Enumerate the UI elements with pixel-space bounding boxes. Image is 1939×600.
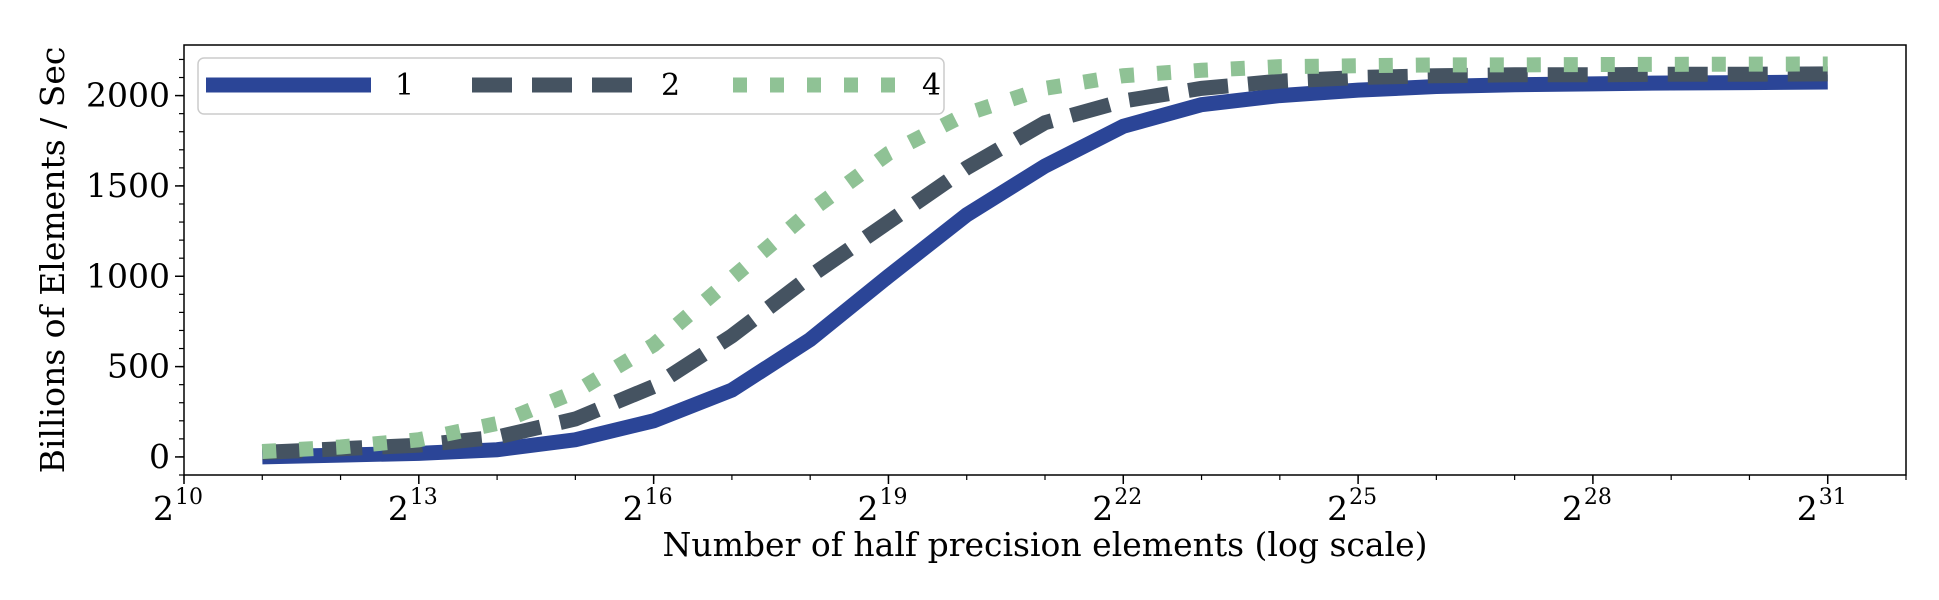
x-tick-base: 2 bbox=[1092, 489, 1113, 528]
y-tick-label: 500 bbox=[107, 347, 170, 386]
x-tick-label: 228 bbox=[1562, 485, 1612, 528]
x-tick-labels: 210 213 216 219 222 225 228 231 bbox=[153, 485, 1847, 528]
series-line-1 bbox=[262, 74, 1828, 465]
x-tick-label: 216 bbox=[623, 485, 673, 528]
x-tick-base: 2 bbox=[1562, 489, 1583, 528]
x-tick-base: 2 bbox=[153, 489, 174, 528]
x-major-ticks bbox=[183, 475, 1829, 484]
series-layer bbox=[261, 56, 1828, 465]
y-tick-label: 1000 bbox=[86, 256, 170, 295]
x-tick-exponent: 28 bbox=[1584, 485, 1612, 510]
y-tick-label: 1500 bbox=[86, 166, 170, 205]
y-axis-label: Billions of Elements / Sec bbox=[33, 47, 72, 474]
x-tick-base: 2 bbox=[857, 489, 878, 528]
x-tick-base: 2 bbox=[388, 489, 409, 528]
legend: 1 2 4 bbox=[197, 57, 945, 115]
x-tick-exponent: 13 bbox=[410, 485, 438, 510]
x-tick-label: 222 bbox=[1092, 485, 1142, 528]
x-tick-label: 210 bbox=[153, 485, 203, 528]
y-tick-labels: 0 500 1000 1500 2000 bbox=[86, 76, 170, 476]
legend-label-2: 2 bbox=[661, 68, 680, 103]
x-tick-exponent: 16 bbox=[645, 485, 673, 510]
x-tick-label: 219 bbox=[857, 485, 907, 528]
legend-label-4: 4 bbox=[922, 68, 941, 103]
x-tick-exponent: 25 bbox=[1349, 485, 1377, 510]
x-tick-exponent: 10 bbox=[175, 485, 203, 510]
x-tick-exponent: 19 bbox=[879, 485, 907, 510]
x-tick-label: 213 bbox=[388, 485, 438, 528]
x-tick-base: 2 bbox=[623, 489, 644, 528]
x-tick-exponent: 31 bbox=[1819, 485, 1847, 510]
x-tick-label: 225 bbox=[1327, 485, 1377, 528]
y-major-ticks bbox=[175, 94, 184, 458]
x-axis-label: Number of half precision elements (log s… bbox=[663, 525, 1428, 564]
series-line-2 bbox=[261, 66, 1828, 460]
y-tick-label: 0 bbox=[149, 437, 170, 476]
series-line-4 bbox=[261, 56, 1828, 459]
legend-entries: 1 2 4 bbox=[206, 68, 941, 103]
y-tick-label: 2000 bbox=[86, 76, 170, 115]
x-tick-base: 2 bbox=[1327, 489, 1348, 528]
x-tick-exponent: 22 bbox=[1114, 485, 1142, 510]
x-tick-base: 2 bbox=[1797, 489, 1818, 528]
legend-label-1: 1 bbox=[395, 68, 414, 103]
x-tick-label: 231 bbox=[1797, 485, 1847, 528]
